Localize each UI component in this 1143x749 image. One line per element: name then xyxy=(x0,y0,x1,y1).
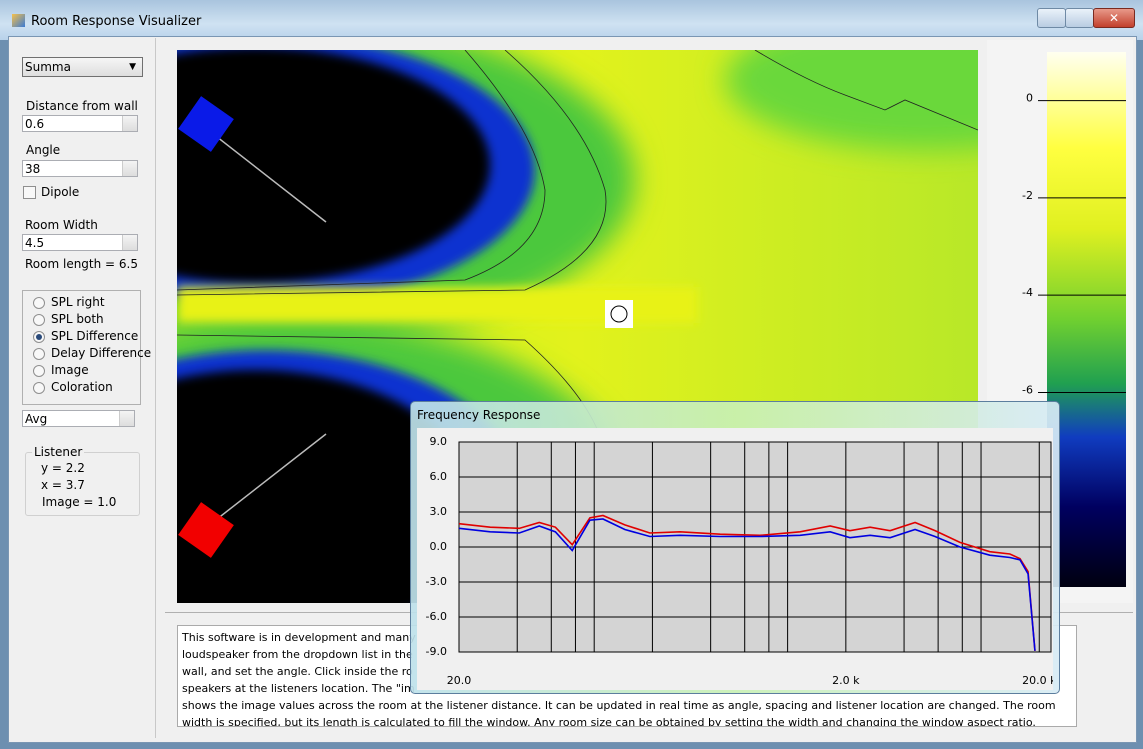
speaker-axis xyxy=(202,125,327,223)
y-tick-label: 3.0 xyxy=(430,505,448,518)
dropdown-text: Summa xyxy=(25,60,71,74)
x-tick-label: 20.0 xyxy=(447,674,472,687)
radio-label: Delay Difference xyxy=(51,346,152,360)
width-label: Room Width xyxy=(25,218,98,232)
minimize-button[interactable] xyxy=(1037,8,1066,28)
description-line: speakers at the listeners location. The … xyxy=(182,682,415,695)
room-map[interactable] xyxy=(165,40,987,612)
width-input[interactable]: 4.5 xyxy=(22,234,138,251)
description-line: width is specified, but its length is ca… xyxy=(182,716,1036,727)
radio-label: Coloration xyxy=(51,380,113,394)
listener-value: x = 3.7 xyxy=(41,478,85,492)
radio-button[interactable] xyxy=(33,348,45,360)
radio-label: SPL right xyxy=(51,295,105,309)
x-tick-label: 2.0 k xyxy=(832,674,860,687)
radio-label: SPL both xyxy=(51,312,104,326)
dipole-label: Dipole xyxy=(41,185,80,199)
x-tick-label: 20.0 k xyxy=(1022,674,1053,687)
dipole-checkbox[interactable] xyxy=(23,186,36,199)
response-line xyxy=(458,514,1036,651)
window-title: Room Response Visualizer xyxy=(31,14,202,29)
angle-label: Angle xyxy=(26,143,61,157)
input-text: 4.5 xyxy=(25,236,45,250)
heatmap xyxy=(177,50,978,603)
colorbar-label: -6 xyxy=(1022,383,1033,396)
y-tick-label: -9.0 xyxy=(426,645,447,658)
listener-group: Listener y = 2.2 x = 3.7 Image = 1.0 xyxy=(25,445,140,516)
description-line: loudspeaker from the dropdown list in th… xyxy=(182,648,413,661)
left-panel xyxy=(10,38,156,738)
radio-button[interactable] xyxy=(33,382,45,394)
spinner[interactable] xyxy=(119,411,134,426)
title-bar xyxy=(0,0,1143,40)
input-text: Avg xyxy=(25,412,48,426)
app-icon xyxy=(12,14,25,27)
description-line: shows the image values across the room a… xyxy=(182,699,1056,712)
y-tick-label: -6.0 xyxy=(426,610,447,623)
room-length: Room length = 6.5 xyxy=(25,257,139,271)
y-tick-label: -3.0 xyxy=(426,575,447,588)
listener-title: Listener xyxy=(32,445,85,459)
source-dropdown[interactable]: Summa ▼ xyxy=(22,57,143,77)
spinner[interactable] xyxy=(122,161,137,176)
speaker-axis xyxy=(202,433,327,531)
close-button[interactable]: ✕ xyxy=(1093,8,1135,28)
colorbar-label: -2 xyxy=(1022,189,1033,202)
distance-input[interactable]: 0.6 xyxy=(22,115,138,132)
radio-label: SPL Difference xyxy=(51,329,139,343)
radio-button[interactable] xyxy=(33,297,45,309)
input-text: 0.6 xyxy=(25,117,45,131)
spinner[interactable] xyxy=(122,235,137,250)
listener-value: y = 2.2 xyxy=(41,461,85,475)
description-line: wall, and set the angle. Click inside th… xyxy=(182,665,413,678)
spinner[interactable] xyxy=(122,116,137,131)
y-tick-label: 6.0 xyxy=(430,470,448,483)
listener-value: Image = 1.0 xyxy=(42,495,117,509)
response-line xyxy=(458,518,1036,651)
radio-label: Image xyxy=(51,363,89,377)
listener-marker[interactable] xyxy=(605,300,633,328)
radio-button[interactable] xyxy=(33,314,45,326)
y-tick-label: 0.0 xyxy=(430,540,448,553)
radio-button[interactable] xyxy=(33,365,45,377)
right-speaker[interactable] xyxy=(178,502,234,558)
input-text: 38 xyxy=(25,162,41,176)
frequency-title: Frequency Response xyxy=(417,408,541,422)
colorbar-label: 0 xyxy=(1026,92,1033,105)
listener-circle xyxy=(610,305,628,323)
maximize-button[interactable] xyxy=(1065,8,1094,28)
frequency-chart: 9.0 6.0 3.0 0.0 -3.0 -6.0 -9.0 20.0 2.0 k 20.0 k xyxy=(417,428,1053,690)
y-tick-label: 9.0 xyxy=(430,435,448,448)
left-speaker[interactable] xyxy=(178,96,234,152)
average-input[interactable]: Avg xyxy=(22,410,135,427)
dropdown-arrow: ▼ xyxy=(129,62,136,72)
angle-input[interactable]: 38 xyxy=(22,160,138,177)
colorbar-label: -4 xyxy=(1022,286,1033,299)
colorbar xyxy=(1047,52,1126,587)
distance-label: Distance from wall xyxy=(26,99,138,113)
mode-group: SPL right SPL both SPL Difference Delay Dif… xyxy=(22,290,151,405)
description-line: This software is in development and many xyxy=(182,631,416,644)
radio-button[interactable] xyxy=(33,331,45,343)
radio-dot xyxy=(36,334,42,340)
